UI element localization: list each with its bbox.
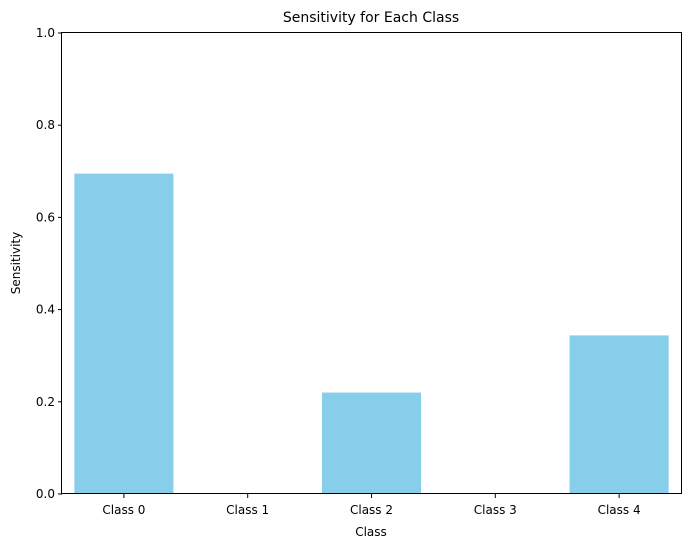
x-axis-label: Class (355, 525, 387, 539)
chart-title: Sensitivity for Each Class (283, 10, 459, 26)
y-axis-ticks: 0.0 0.2 0.4 0.6 0.8 1.0 (36, 26, 62, 501)
bars-group (74, 173, 669, 495)
plot-frame (61, 32, 682, 494)
x-tick-label: Class 0 (102, 503, 145, 517)
x-tick-label: Class 4 (598, 503, 641, 517)
bar-class-0 (74, 173, 174, 495)
bar-class-2 (321, 392, 422, 494)
x-tick-label: Class 1 (226, 503, 269, 517)
x-tick-label: Class 3 (474, 503, 517, 517)
y-tick-label: 1.0 (36, 26, 55, 40)
x-axis-ticks: Class 0 Class 1 Class 2 Class 3 Class 4 (102, 494, 641, 517)
x-tick-label: Class 2 (350, 503, 393, 517)
y-tick-label: 0.0 (36, 487, 55, 501)
y-tick-label: 0.4 (36, 303, 55, 317)
y-tick-label: 0.2 (36, 395, 55, 409)
bar-class-4 (569, 335, 669, 494)
y-tick-label: 0.8 (36, 118, 55, 132)
y-tick-label: 0.6 (36, 210, 55, 224)
y-axis-label: Sensitivity (9, 232, 23, 294)
